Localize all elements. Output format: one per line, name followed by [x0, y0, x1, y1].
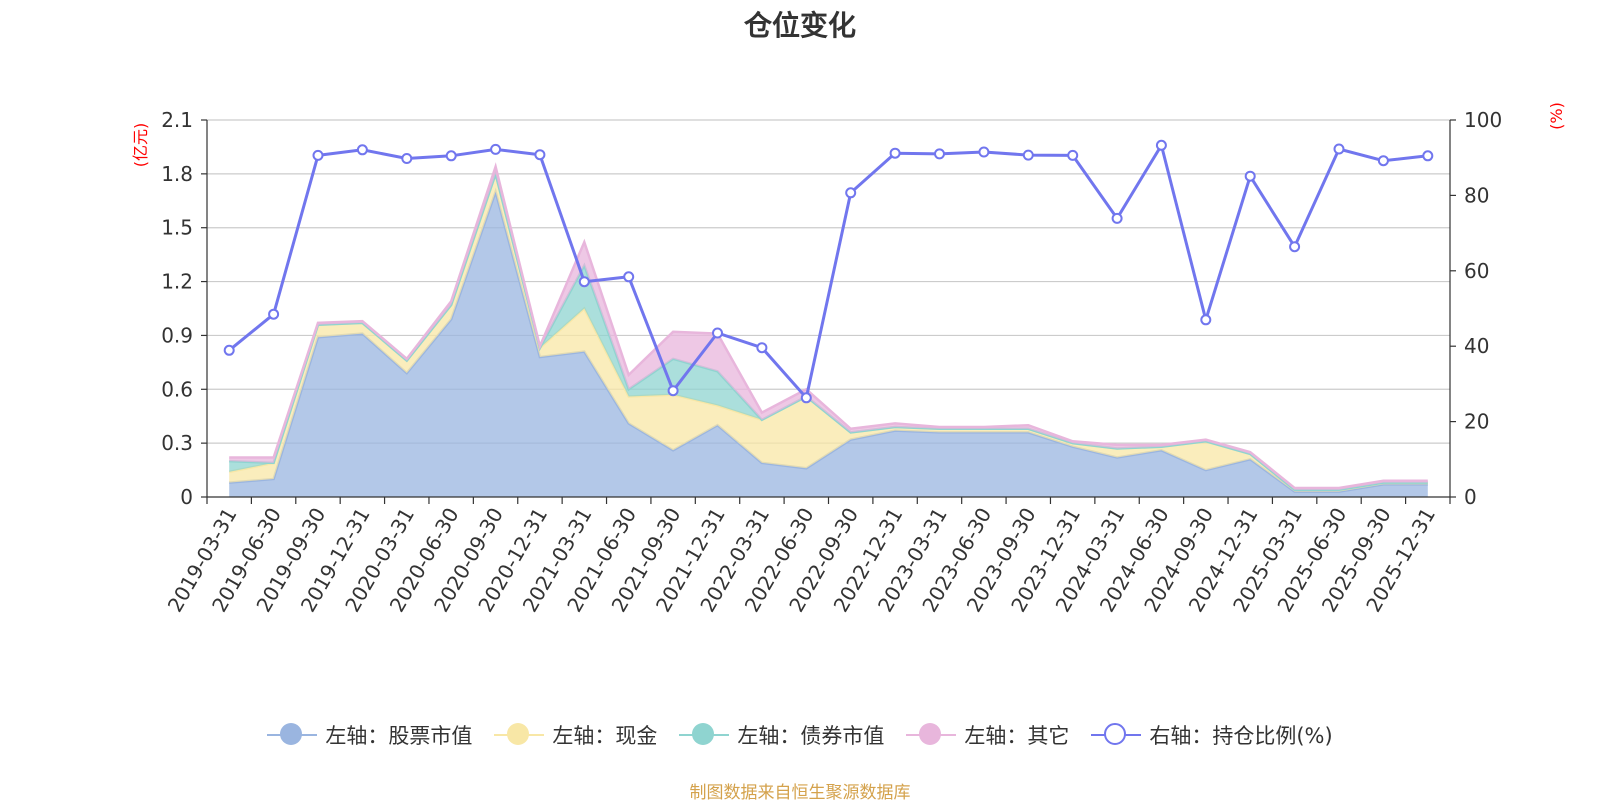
- left-axis-tick-label: 1.5: [161, 216, 193, 240]
- legend-item[interactable]: 左轴：现金: [494, 720, 657, 750]
- line-series-point: [1067, 149, 1079, 161]
- area-series-2: [229, 173, 1428, 492]
- line-series-point: [1022, 149, 1034, 161]
- legend-marker-icon: [679, 723, 730, 747]
- line-series-point: [223, 344, 235, 356]
- line-series-point: [1377, 155, 1389, 167]
- area-series-4-edge: [229, 162, 1428, 490]
- line-series-point: [712, 327, 723, 339]
- right-axis-tick-label: 80: [1464, 183, 1489, 207]
- line-series-point: [268, 308, 280, 320]
- legend-item[interactable]: 左轴：其它: [906, 720, 1069, 750]
- line-series-point: [490, 143, 502, 155]
- left-axis-tick-label: 0: [180, 485, 193, 509]
- line-series-point: [312, 149, 324, 161]
- right-axis-tick-label: 40: [1464, 334, 1489, 358]
- line-series-point: [445, 150, 457, 162]
- right-axis-unit: (%): [1547, 102, 1566, 130]
- legend-marker-icon: [494, 723, 545, 747]
- left-axis-unit: (亿元): [131, 123, 150, 168]
- line-series-point: [1422, 150, 1434, 162]
- legend-marker-icon: [267, 723, 318, 747]
- legend-item[interactable]: 左轴：债券市值: [679, 720, 884, 750]
- line-series-point: [1289, 241, 1301, 253]
- legend-label: 左轴：其它: [964, 724, 1070, 748]
- line-series-point: [401, 153, 413, 164]
- line-series-point: [667, 385, 679, 397]
- left-axis-tick-label: 2.1: [161, 108, 193, 132]
- line-series-point: [1244, 170, 1256, 182]
- legend-marker-icon: [1091, 723, 1142, 747]
- line-series-point: [534, 149, 546, 161]
- source-note: 制图数据来自恒生聚源数据库: [689, 783, 911, 803]
- line-series-point: [578, 276, 590, 288]
- left-axis-tick-label: 1.8: [161, 162, 193, 186]
- legend: 左轴：股票市值 左轴：现金 左轴：债券市值 左轴：其它 右轴：持仓比例(%): [0, 720, 1600, 750]
- right-axis-tick-label: 0: [1464, 485, 1477, 509]
- line-series-point: [889, 147, 901, 159]
- line-series-point: [934, 148, 945, 160]
- line-series-point: [623, 271, 635, 283]
- legend-label: 左轴：股票市值: [325, 724, 473, 748]
- legend-item[interactable]: 右轴：持仓比例(%): [1091, 720, 1333, 750]
- line-series-point: [356, 144, 368, 156]
- left-axis-tick-label: 0.9: [161, 323, 193, 347]
- right-axis-tick-label: 100: [1464, 108, 1502, 132]
- legend-marker-icon: [906, 723, 957, 747]
- right-axis-tick-label: 20: [1464, 410, 1489, 434]
- left-axis-tick-label: 1.2: [161, 270, 193, 294]
- line-series-point: [845, 187, 857, 199]
- line-series-point: [1111, 212, 1123, 224]
- chart-title: 仓位变化: [743, 9, 856, 42]
- line-series-point: [1333, 143, 1345, 155]
- line-series-holding-ratio: [228, 141, 1428, 402]
- legend-label: 左轴：现金: [552, 724, 658, 748]
- legend-item[interactable]: 左轴：股票市值: [267, 720, 472, 750]
- right-axis-tick-label: 60: [1464, 259, 1489, 283]
- left-axis-tick-label: 0.6: [161, 377, 193, 401]
- legend-label: 右轴：持仓比例(%): [1149, 724, 1333, 748]
- legend-label: 左轴：债券市值: [737, 724, 885, 748]
- left-axis-tick-label: 0.3: [161, 431, 193, 455]
- line-series-point: [800, 392, 812, 404]
- area-series-1: [229, 191, 1428, 498]
- chart-plot: 0 0.3 0.6 0.9 1.2 1.5 1.8 2.1 0 20 40 60 80 100 (亿元) (%…: [131, 102, 1566, 616]
- line-series-point: [978, 146, 990, 158]
- line-series-point: [1155, 139, 1167, 151]
- line-series-point: [1200, 314, 1212, 326]
- line-series-point: [756, 342, 768, 354]
- area-series-1-edge: [229, 187, 1428, 493]
